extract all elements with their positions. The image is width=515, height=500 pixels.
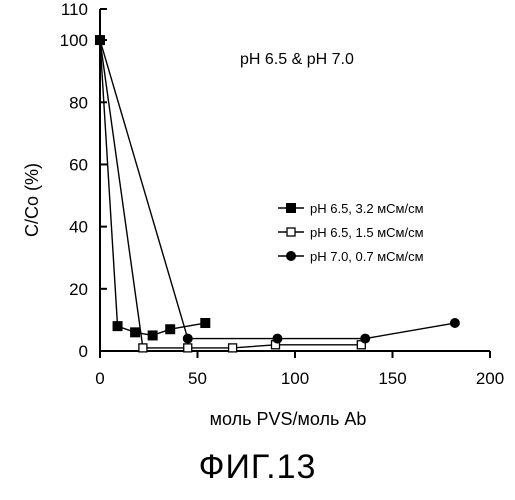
data-point (166, 325, 175, 334)
x-tick-label: 100 (281, 369, 309, 388)
data-point (139, 344, 147, 352)
x-tick-label: 150 (378, 369, 406, 388)
series-line (100, 40, 205, 335)
chart: 0 20 40 60 80 100 110 0 50 100 150 200 pH 6.5, 3.2 … (0, 0, 515, 445)
y-tick-label: 100 (60, 31, 88, 50)
y-axis-label: C/Co (%) (22, 163, 42, 237)
y-tick-label: 0 (79, 342, 88, 361)
legend-item: pH 6.5, 3.2 мСм/см (278, 201, 424, 216)
legend-marker (287, 252, 296, 261)
data-point (96, 36, 105, 45)
data-point (273, 334, 282, 343)
x-tick-label: 0 (95, 369, 104, 388)
y-tick-label: 40 (69, 218, 88, 237)
x-tick-label: 50 (188, 369, 207, 388)
legend-label: pH 7.0, 0.7 мСм/см (310, 249, 424, 264)
y-tick-label: 110 (61, 0, 88, 19)
legend-label: pH 6.5, 1.5 мСм/см (310, 225, 424, 240)
series-line (100, 40, 455, 338)
figure-caption: ФИГ.13 (0, 448, 515, 487)
series-layer (96, 36, 460, 352)
legend: pH 6.5, 3.2 мСм/см pH 6.5, 1.5 мСм/см pH 7… (278, 201, 424, 264)
y-tick-label: 20 (69, 280, 88, 299)
series-line (100, 40, 361, 348)
legend-item: pH 7.0, 0.7 мСм/см (278, 249, 424, 264)
data-point (184, 344, 192, 352)
series-2 (96, 36, 365, 352)
y-tick-label: 60 (69, 155, 88, 174)
data-point (148, 331, 157, 340)
data-point (201, 319, 210, 328)
y-tick-label: 80 (69, 93, 88, 112)
legend-marker (287, 204, 296, 213)
x-axis-label: моль PVS/моль Ab (210, 409, 367, 429)
data-point (131, 328, 140, 337)
legend-item: pH 6.5, 1.5 мСм/см (278, 225, 424, 240)
chart-annotation: pH 6.5 & pH 7.0 (240, 51, 354, 68)
legend-marker (287, 228, 295, 236)
data-point (361, 334, 370, 343)
data-point (183, 334, 192, 343)
x-tick-label: 200 (476, 369, 504, 388)
data-point (113, 322, 122, 331)
data-point (229, 344, 237, 352)
data-point (450, 319, 459, 328)
series-3 (96, 36, 460, 343)
legend-label: pH 6.5, 3.2 мСм/см (310, 201, 424, 216)
